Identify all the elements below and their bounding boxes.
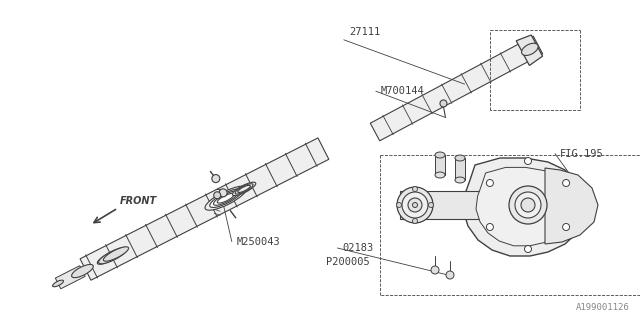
Polygon shape (463, 158, 585, 256)
Polygon shape (55, 266, 85, 289)
Ellipse shape (232, 182, 256, 196)
Ellipse shape (431, 266, 439, 274)
Polygon shape (400, 191, 493, 219)
Text: P200005: P200005 (326, 257, 370, 268)
Ellipse shape (525, 157, 531, 164)
Ellipse shape (72, 264, 93, 278)
Ellipse shape (435, 152, 445, 158)
Ellipse shape (210, 189, 242, 207)
Text: 02183: 02183 (342, 243, 374, 253)
Ellipse shape (522, 43, 538, 55)
Ellipse shape (413, 219, 417, 223)
Ellipse shape (429, 203, 433, 207)
Polygon shape (455, 158, 465, 180)
Ellipse shape (455, 177, 465, 183)
Ellipse shape (235, 184, 253, 194)
Ellipse shape (521, 198, 535, 212)
Ellipse shape (446, 271, 454, 279)
Ellipse shape (563, 180, 570, 187)
Ellipse shape (99, 247, 127, 264)
Ellipse shape (212, 175, 220, 183)
Ellipse shape (402, 192, 428, 218)
Ellipse shape (397, 203, 401, 207)
Ellipse shape (455, 155, 465, 161)
Ellipse shape (413, 187, 417, 191)
Ellipse shape (238, 185, 250, 193)
Text: A199001126: A199001126 (576, 303, 630, 312)
Ellipse shape (509, 186, 547, 224)
Ellipse shape (219, 189, 227, 197)
Ellipse shape (435, 172, 445, 178)
Ellipse shape (440, 100, 447, 107)
Ellipse shape (486, 180, 493, 187)
Ellipse shape (104, 247, 129, 261)
Ellipse shape (408, 198, 422, 212)
Text: M250043: M250043 (237, 236, 280, 247)
Text: FIG.195: FIG.195 (560, 148, 604, 159)
Ellipse shape (205, 186, 246, 210)
Text: FRONT: FRONT (120, 196, 157, 206)
Polygon shape (80, 138, 329, 280)
Ellipse shape (413, 203, 417, 207)
Ellipse shape (397, 187, 433, 223)
Ellipse shape (563, 223, 570, 230)
Text: M700144: M700144 (381, 86, 424, 96)
Ellipse shape (218, 193, 234, 203)
Ellipse shape (97, 250, 122, 264)
Polygon shape (371, 36, 543, 141)
Polygon shape (476, 167, 573, 246)
Ellipse shape (515, 192, 541, 218)
Text: 27111: 27111 (349, 27, 380, 37)
Ellipse shape (52, 280, 63, 287)
Ellipse shape (214, 192, 221, 199)
Ellipse shape (214, 191, 238, 205)
Ellipse shape (486, 223, 493, 230)
Ellipse shape (525, 245, 531, 252)
Ellipse shape (77, 268, 88, 274)
Polygon shape (516, 35, 543, 66)
Polygon shape (435, 155, 445, 175)
Polygon shape (545, 168, 598, 244)
